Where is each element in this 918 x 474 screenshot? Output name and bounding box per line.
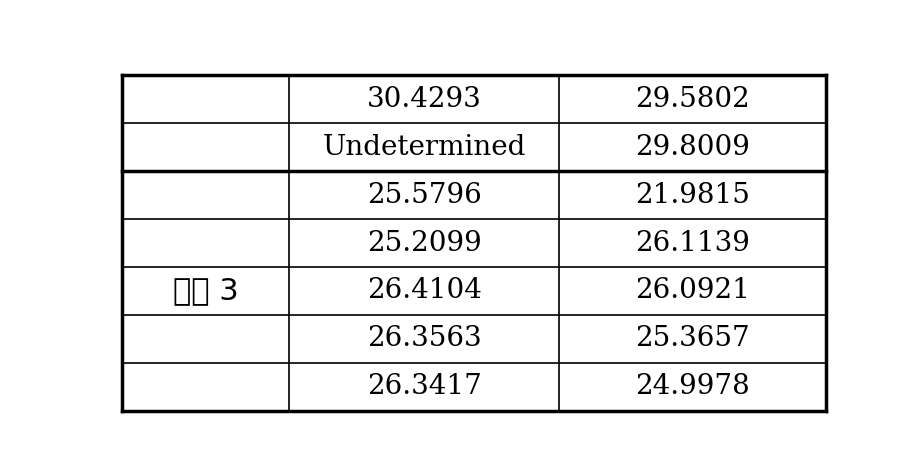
Text: 26.0921: 26.0921 <box>635 277 750 304</box>
Text: Undetermined: Undetermined <box>322 134 526 161</box>
Text: 25.3657: 25.3657 <box>635 326 750 353</box>
Text: 25.5796: 25.5796 <box>367 182 482 209</box>
Text: 26.4104: 26.4104 <box>367 277 482 304</box>
Text: 26.3417: 26.3417 <box>367 374 482 401</box>
Text: 25.2099: 25.2099 <box>367 229 482 256</box>
Text: 标本 3: 标本 3 <box>173 276 239 305</box>
Text: 30.4293: 30.4293 <box>367 86 482 113</box>
Text: 21.9815: 21.9815 <box>635 182 750 209</box>
Text: 26.3563: 26.3563 <box>367 326 482 353</box>
Text: 26.1139: 26.1139 <box>635 229 750 256</box>
Text: 29.5802: 29.5802 <box>635 86 750 113</box>
Text: 29.8009: 29.8009 <box>635 134 750 161</box>
Text: 24.9978: 24.9978 <box>635 374 750 401</box>
